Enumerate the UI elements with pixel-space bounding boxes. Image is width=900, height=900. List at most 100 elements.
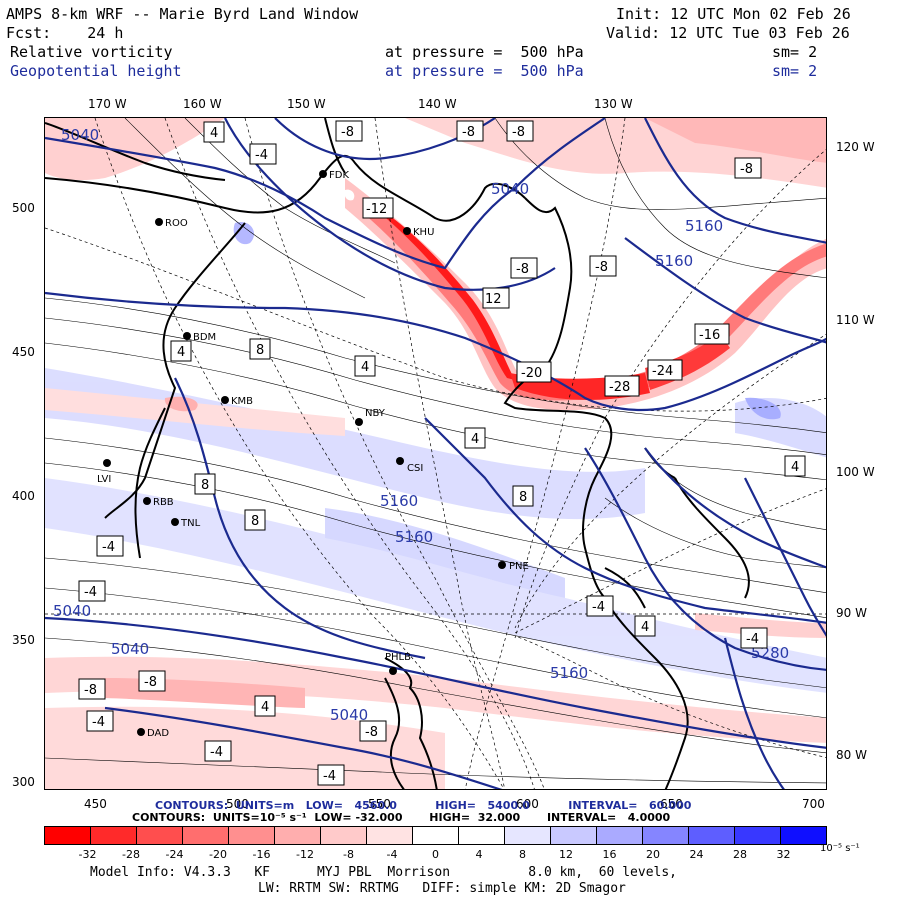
svg-text:KMB: KMB	[231, 396, 253, 407]
station-lvi: LVI	[97, 459, 111, 485]
bottom-grid-label: 700	[802, 797, 825, 811]
svg-text:8: 8	[519, 490, 527, 505]
vort-label: -4	[740, 627, 768, 649]
vort-label: 12	[482, 287, 510, 309]
colorbar-cell	[689, 827, 735, 844]
svg-text:-4: -4	[102, 540, 115, 555]
colorbar-label: -20	[209, 848, 227, 861]
vorticity-labels: -8 4 -4 8 -12 12 -20 -28 -24 -16 4 4 4 8…	[78, 120, 806, 786]
svg-text:-8: -8	[84, 683, 97, 698]
vort-label: 4	[634, 615, 656, 637]
colorbar-label: -32	[78, 848, 97, 861]
colorbar-cell	[137, 827, 183, 844]
svg-text:BDM: BDM	[193, 332, 216, 343]
svg-text:-12: -12	[366, 202, 387, 217]
station-phl: PHLB	[385, 652, 411, 675]
svg-text:NBY: NBY	[365, 408, 386, 419]
lat-lon-grid	[45, 118, 826, 789]
vort-label: -8	[456, 120, 484, 142]
vort-label: -4	[204, 740, 232, 762]
svg-text:4: 4	[361, 360, 369, 375]
bottom-grid-label: 550	[368, 797, 391, 811]
colorbar-cell	[735, 827, 781, 844]
colorbar-label: 8	[519, 848, 526, 861]
svg-text:FDK: FDK	[329, 170, 349, 181]
colorbar-cell	[505, 827, 551, 844]
colorbar-cell	[91, 827, 137, 844]
svg-text:PHLB: PHLB	[385, 652, 411, 663]
svg-text:4: 4	[641, 620, 649, 635]
vort-label: -12	[362, 197, 394, 219]
svg-text:-20: -20	[521, 366, 542, 381]
colorbar-cell	[183, 827, 229, 844]
left-grid-label: 300	[12, 775, 35, 789]
left-grid-label: 500	[12, 201, 35, 215]
right-lon-label: 90 W	[836, 606, 867, 620]
colorbar-cell	[45, 827, 91, 844]
vort-label: 8	[512, 485, 534, 507]
svg-text:8: 8	[201, 478, 209, 493]
vort-label: -8	[335, 120, 363, 142]
right-lon-label: 80 W	[836, 748, 867, 762]
vort-label: -24	[647, 359, 683, 381]
colorbar-label: 32	[776, 848, 791, 861]
svg-text:-8: -8	[512, 125, 525, 140]
field2-name: Geopotential height	[10, 62, 182, 80]
height-label: 5160	[395, 528, 433, 546]
svg-text:-4: -4	[210, 745, 223, 760]
stations: FDK ROO BDM KMB NBY LVI RBB TNL PNE PHLB…	[97, 170, 529, 739]
right-lon-label: 110 W	[836, 313, 875, 327]
svg-text:-8: -8	[462, 125, 475, 140]
svg-text:-4: -4	[592, 600, 605, 615]
field1-smoothing: sm= 2	[772, 43, 818, 61]
colorbar-cell	[781, 827, 826, 844]
colorbar-label: -28	[122, 848, 140, 861]
model-info-physics: LW: RRTM SW: RRTMG DIFF: simple KM: 2D S…	[258, 881, 626, 896]
station-kmb: KMB	[221, 396, 253, 407]
right-lon-label: 100 W	[836, 465, 875, 479]
init-time: Init: 12 UTC Mon 02 Feb 26	[616, 5, 851, 23]
svg-text:-8: -8	[144, 675, 157, 690]
bottom-grid-label: 600	[516, 797, 539, 811]
colorbar-label: -12	[296, 848, 314, 861]
left-grid-label: 350	[12, 633, 35, 647]
height-label: 5040	[53, 602, 91, 620]
vort-label: 4	[170, 340, 192, 362]
colorbar-cell	[597, 827, 643, 844]
vort-label: -16	[694, 323, 730, 345]
svg-text:ROO: ROO	[165, 218, 188, 229]
vort-label: -4	[86, 710, 114, 732]
vorticity-contour-info: CONTOURS: UNITS=10⁻⁵ s⁻¹ LOW= -32.000 HI…	[132, 811, 671, 824]
height-label: 5040	[61, 126, 99, 144]
svg-text:12: 12	[485, 292, 502, 307]
height-label: 5040	[330, 706, 368, 724]
svg-text:-8: -8	[516, 262, 529, 277]
vort-label: 8	[244, 509, 266, 531]
colorbar-label: 16	[602, 848, 617, 861]
vort-label: -8	[138, 670, 166, 692]
vort-label: 4	[254, 695, 276, 717]
vort-label: -20	[516, 361, 552, 383]
vort-label: 8	[249, 338, 271, 360]
station-csi: CSI	[396, 457, 423, 474]
svg-text:-4: -4	[92, 715, 105, 730]
svg-text:4: 4	[177, 345, 185, 360]
station-pne: PNE	[498, 561, 529, 572]
colorbar-label: -24	[165, 848, 184, 861]
svg-text:4: 4	[261, 700, 269, 715]
colorbar-label: 20	[646, 848, 660, 861]
station-nby: NBY	[355, 408, 386, 426]
svg-text:DAD: DAD	[147, 728, 169, 739]
svg-text:TNL: TNL	[180, 518, 201, 529]
svg-text:-4: -4	[255, 148, 268, 163]
vort-label: -8	[506, 120, 534, 142]
svg-text:LVI: LVI	[97, 474, 111, 485]
colorbar-cell	[321, 827, 367, 844]
station-fdk: FDK	[319, 170, 349, 181]
height-label: 5160	[685, 217, 723, 235]
geopotential-height-contours	[45, 118, 826, 789]
vort-label: 8	[194, 473, 216, 495]
valid-time: Valid: 12 UTC Tue 03 Feb 26	[606, 24, 850, 42]
svg-text:KHU: KHU	[413, 227, 434, 238]
vort-label: -8	[589, 255, 617, 277]
